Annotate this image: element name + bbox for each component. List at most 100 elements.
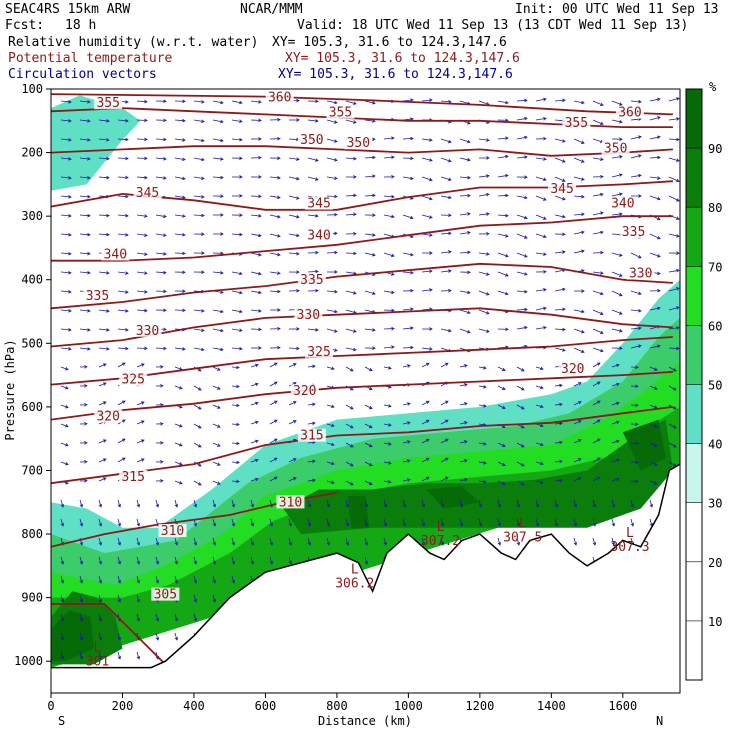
circulation-vector	[630, 99, 642, 104]
circulation-vector	[79, 632, 84, 641]
circulation-vector	[307, 119, 319, 123]
low-value: 301	[86, 655, 109, 670]
theta-label-bg	[119, 372, 148, 386]
circulation-vector	[326, 480, 335, 484]
circulation-vector	[516, 366, 525, 372]
y-tick-label: 500	[21, 336, 43, 350]
circulation-vector	[573, 309, 585, 314]
theta-label-bg	[297, 272, 326, 286]
circulation-vector	[79, 309, 91, 313]
circulation-vector	[668, 366, 677, 372]
circulation-vector	[269, 556, 274, 565]
circulation-vector	[117, 362, 126, 368]
circulation-vector	[326, 194, 338, 199]
circulation-vector	[174, 575, 179, 584]
x-tick-label: 1200	[465, 699, 494, 713]
circulation-vector	[212, 404, 221, 409]
circulation-vector	[117, 175, 129, 180]
circulation-vector	[60, 251, 72, 256]
circulation-vector	[402, 402, 411, 406]
low-value: 307.2	[421, 534, 460, 549]
circulation-vector	[98, 458, 107, 463]
circulation-vector	[155, 176, 167, 180]
circulation-vector	[422, 327, 433, 331]
circulation-vector	[117, 327, 129, 332]
circulation-vector	[60, 461, 69, 466]
circulation-vector	[307, 459, 316, 464]
x-tick-label: 200	[112, 699, 134, 713]
circulation-vector	[668, 346, 680, 351]
circulation-vector	[516, 385, 525, 391]
circulation-vector	[193, 309, 205, 313]
circulation-vector	[250, 309, 262, 313]
circulation-vector	[98, 363, 107, 368]
circulation-vector	[459, 290, 471, 295]
circulation-vector	[174, 632, 179, 641]
circulation-vector	[535, 136, 547, 141]
circulation-vector	[79, 594, 84, 603]
circulation-vector	[231, 100, 243, 105]
theta-contour-320	[51, 371, 673, 421]
circulation-vector	[421, 518, 426, 527]
circulation-vector	[554, 327, 566, 332]
circulation-vector	[212, 157, 224, 161]
circulation-vector	[174, 385, 183, 390]
circulation-vector	[231, 460, 240, 465]
circulation-vector	[250, 477, 259, 482]
circulation-vector	[193, 195, 205, 199]
circulation-vector	[383, 175, 395, 179]
circulation-vector	[212, 499, 217, 508]
circulation-vector	[269, 381, 278, 387]
circulation-vector	[554, 98, 566, 103]
circulation-vector	[174, 99, 186, 104]
theta-label-bg	[297, 428, 326, 442]
circulation-vector	[174, 442, 183, 447]
circulation-vector	[174, 556, 179, 565]
circulation-vector	[611, 155, 623, 159]
circulation-vector	[497, 537, 502, 546]
theta-label-bg	[294, 307, 323, 321]
circulation-vector	[155, 479, 164, 483]
circulation-vector	[649, 344, 661, 349]
circulation-vector	[193, 328, 205, 332]
circulation-vector	[478, 518, 483, 527]
init-time: Init: 00 UTC Wed 11 Sep 13	[515, 2, 719, 17]
circulation-vector	[250, 214, 262, 218]
circulation-vector	[364, 174, 376, 179]
circulation-vector	[79, 651, 84, 660]
circulation-vector	[554, 138, 566, 143]
circulation-vector	[60, 651, 65, 660]
circulation-vector	[364, 233, 376, 237]
circulation-vector	[611, 382, 620, 387]
circulation-vector	[611, 420, 620, 425]
circulation-vector	[79, 328, 91, 332]
circulation-vector	[345, 347, 357, 352]
circulation-vector	[497, 290, 509, 296]
circulation-vector	[516, 518, 521, 527]
circulation-vector	[535, 195, 547, 201]
circulation-vector	[592, 476, 601, 482]
circulation-vector	[592, 290, 604, 296]
circulation-vector	[288, 327, 300, 331]
circulation-vector	[402, 136, 414, 141]
circulation-vector	[573, 138, 585, 144]
circulation-vector	[535, 326, 547, 330]
circulation-vector	[326, 423, 335, 427]
circulation-vector	[497, 385, 506, 390]
circulation-vector	[573, 439, 582, 444]
circulation-vector	[117, 213, 129, 218]
circulation-vector	[573, 458, 582, 463]
circulation-vector	[383, 480, 392, 484]
circulation-vector	[60, 575, 65, 584]
circulation-vector	[459, 309, 471, 314]
circulation-vector	[535, 270, 547, 274]
circulation-vector	[554, 195, 566, 201]
circulation-vector	[668, 137, 680, 142]
circulation-vector	[668, 326, 680, 330]
theta-label-bg	[305, 196, 334, 210]
circulation-vector	[497, 404, 506, 409]
circulation-vector	[535, 385, 544, 390]
circulation-vector	[573, 176, 585, 181]
circulation-vector	[60, 499, 65, 508]
circulation-vector	[231, 194, 243, 198]
